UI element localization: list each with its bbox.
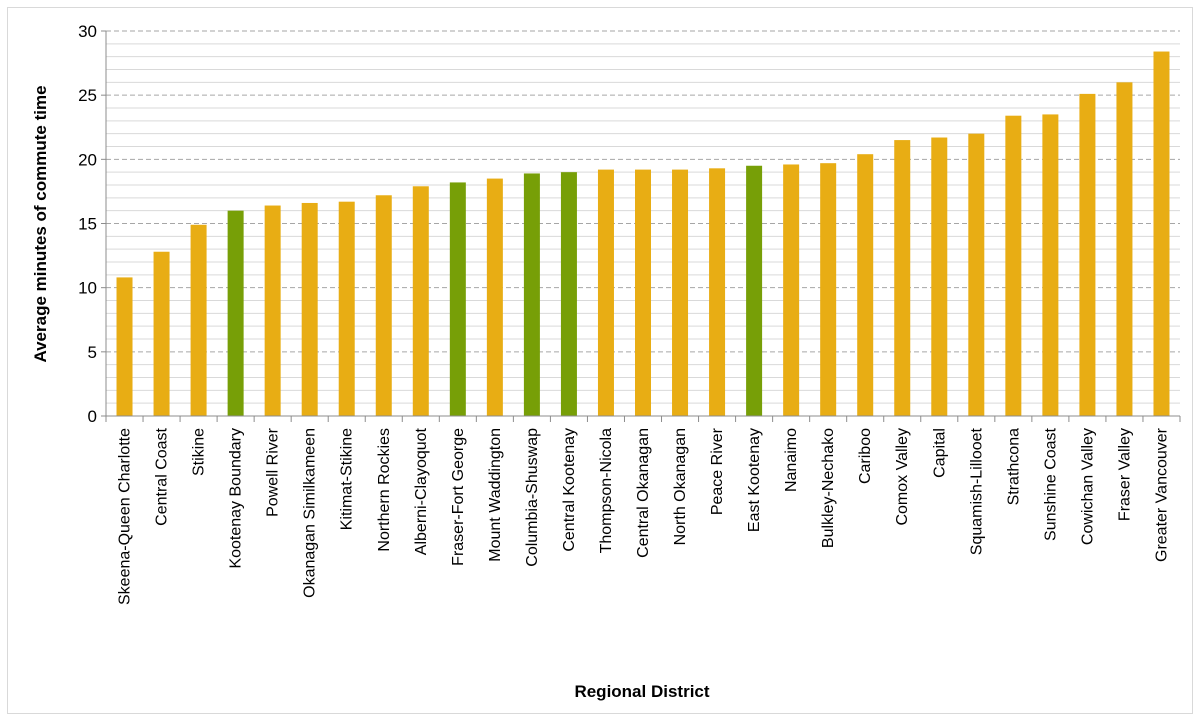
x-tick-label: Peace River (709, 427, 726, 515)
x-tick-label: Squamish-Lillooet (968, 427, 985, 555)
bar (412, 186, 429, 416)
bar (375, 195, 392, 416)
x-tick-label: Alberni-Clayoquot (413, 427, 430, 555)
bar (1116, 82, 1133, 416)
x-tick-label: Comox Valley (894, 428, 911, 526)
chart-frame (7, 7, 1193, 714)
bar (116, 277, 133, 416)
x-axis-title: Regional District (574, 682, 709, 701)
x-tick-label: Kootenay Boundary (228, 428, 245, 569)
x-tick-label: Cariboo (857, 428, 874, 484)
x-tick-label: Cowichan Valley (1079, 428, 1096, 545)
x-tick-label: Fraser-Fort George (450, 428, 467, 566)
y-tick-label: 10 (78, 279, 97, 298)
bar (1042, 114, 1059, 417)
x-tick-label: Greater Vancouver (1153, 427, 1170, 562)
x-tick-label: North Okanagan (672, 428, 689, 545)
bar (301, 202, 318, 416)
x-tick-label: Northern Rockies (376, 428, 393, 552)
bar (560, 172, 577, 416)
y-tick-label: 15 (78, 215, 97, 234)
bar (746, 165, 763, 416)
bar (820, 163, 837, 416)
bar (1079, 93, 1096, 416)
bar (968, 133, 985, 416)
x-tick-label: Skeena-Queen Charlotte (117, 428, 134, 605)
bar (190, 224, 207, 416)
axes (101, 30, 1181, 422)
x-tick-label: Strathcona (1005, 428, 1022, 505)
x-tick-label: Columbia-Shuswap (524, 428, 541, 567)
bar (857, 154, 874, 416)
bar (894, 140, 911, 417)
x-tick-label: East Kootenay (746, 428, 763, 532)
bar (709, 168, 726, 416)
bar (153, 251, 170, 416)
y-tick-label: 0 (88, 407, 97, 426)
x-tick-label: Okanagan Similkameen (302, 428, 319, 598)
x-tick-label: Central Coast (154, 427, 171, 525)
x-tick-labels: Skeena-Queen Charlotte Central Coast Stiki… (117, 427, 1171, 605)
x-tick-label: Nanaimo (783, 428, 800, 492)
x-tick-label: Fraser Valley (1116, 428, 1133, 521)
x-tick-label: Central Kootenay (561, 428, 578, 552)
y-axis-title: Average minutes of commute time (31, 85, 50, 362)
y-tick-labels: 0 5 10 15 20 25 30 (78, 22, 97, 426)
x-tick-label: Mount Waddington (487, 428, 504, 562)
x-tick-label: Powell River (265, 427, 282, 517)
x-tick-label: Thompson-Nicola (598, 428, 615, 553)
bars (116, 51, 1170, 417)
x-tick-label: Stikine (191, 428, 208, 476)
bar (449, 182, 466, 416)
bar (523, 173, 540, 416)
bar (597, 169, 614, 416)
x-tick-label: Sunshine Coast (1042, 427, 1059, 541)
bar (1005, 115, 1022, 416)
bar (1153, 51, 1170, 417)
y-tick-label: 25 (78, 86, 97, 105)
x-tick-label: Capital (931, 428, 948, 478)
bar (931, 137, 948, 416)
y-tick-label: 20 (78, 150, 97, 169)
y-tick-label: 5 (88, 343, 97, 362)
bar (486, 178, 503, 416)
bar (264, 205, 281, 416)
y-tick-label: 30 (78, 22, 97, 41)
bar (227, 210, 244, 416)
bar (635, 169, 651, 416)
bar (338, 201, 355, 416)
x-tick-label: Kitimat-Stikine (339, 428, 356, 530)
x-tick-label: Bulkley-Nechako (820, 428, 837, 548)
x-tick-label: Central Okanagan (635, 428, 652, 558)
bar (783, 164, 800, 416)
bar (672, 169, 689, 416)
